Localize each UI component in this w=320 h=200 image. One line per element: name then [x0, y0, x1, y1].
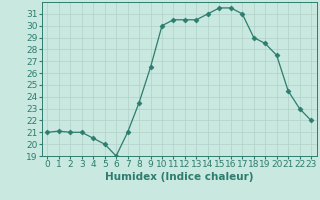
X-axis label: Humidex (Indice chaleur): Humidex (Indice chaleur) [105, 172, 253, 182]
